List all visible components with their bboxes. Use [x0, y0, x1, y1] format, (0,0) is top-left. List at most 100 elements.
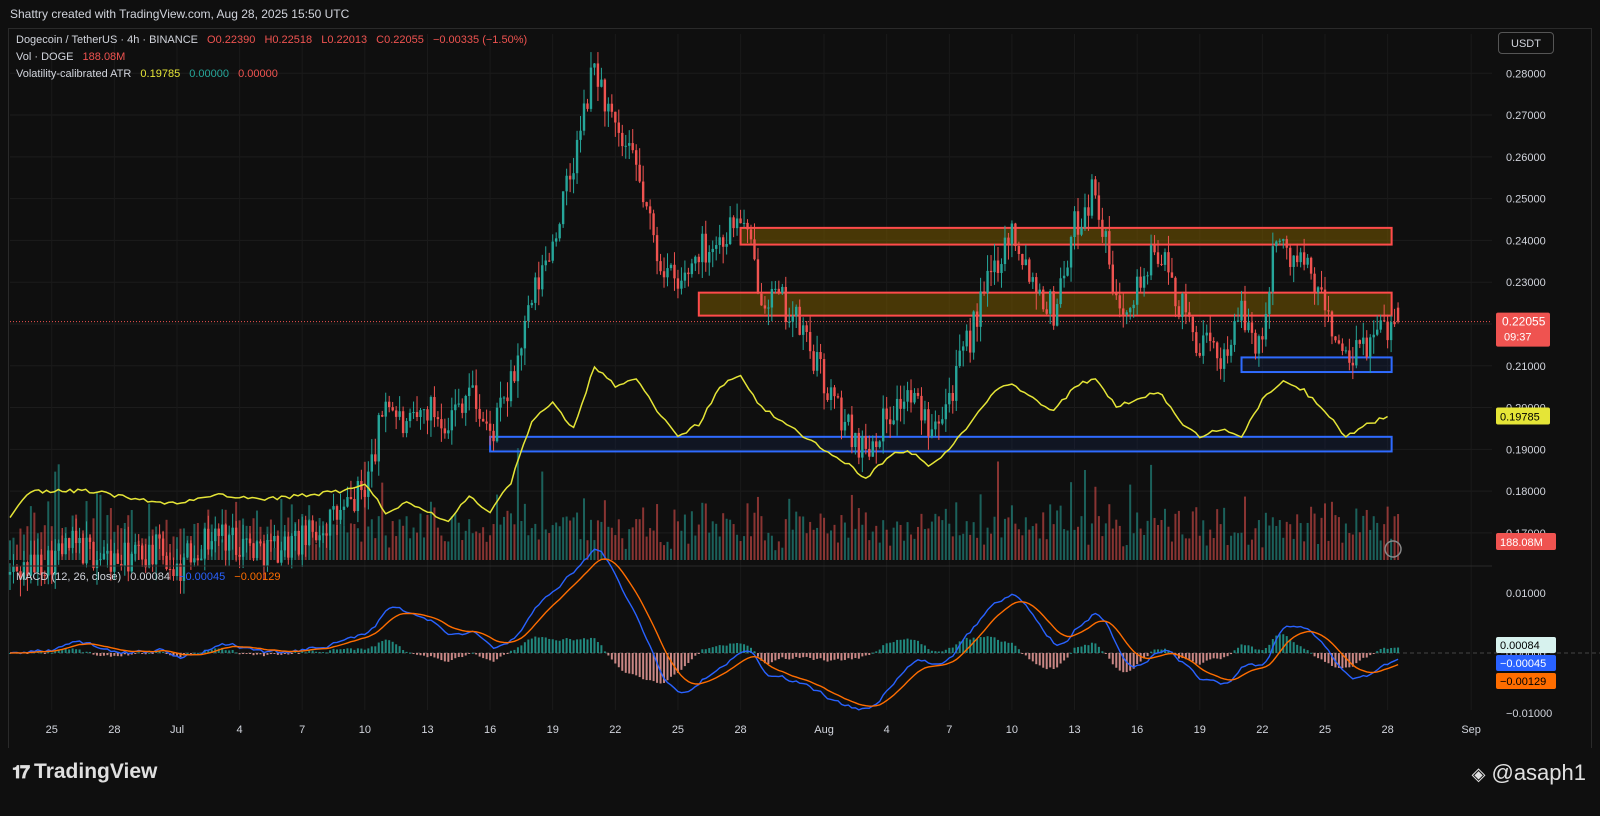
macd-histogram-bar — [920, 644, 923, 653]
candle-body — [321, 533, 325, 536]
volume-bar — [1344, 523, 1347, 560]
volume-bar — [951, 536, 954, 560]
macd-histogram-bar — [569, 638, 572, 653]
macd-histogram-bar — [1070, 652, 1073, 654]
currency-button[interactable]: USDT — [1498, 32, 1554, 54]
macd-histogram-bar — [1240, 644, 1243, 653]
chart-caption: Shattry created with TradingView.com, Au… — [10, 7, 350, 21]
macd-histogram-bar — [850, 653, 853, 660]
candle-body — [718, 237, 721, 246]
candle-body — [485, 421, 488, 424]
last-price-text: 0.22055 — [1502, 315, 1546, 329]
candle-body — [1393, 322, 1396, 325]
atr-value-badge-text: 0.19785 — [1500, 412, 1540, 424]
volume-bar — [683, 514, 686, 560]
volume-bar — [43, 525, 46, 560]
volume-legend[interactable]: Vol · DOGE 188.08M — [16, 51, 131, 63]
time-tick-label: 10 — [1006, 724, 1018, 736]
candle-body — [478, 408, 481, 419]
macd-legend[interactable]: MACD (12, 26, close) 0.00084 −0.00045 −0… — [16, 571, 286, 583]
volume-bar — [628, 529, 631, 560]
candle-body — [944, 404, 948, 420]
candle-body — [634, 150, 638, 165]
macd-histogram-bar — [687, 653, 690, 663]
volume-bar — [923, 529, 926, 560]
macd-histogram-bar — [1230, 653, 1233, 655]
time-tick-label: 28 — [734, 724, 746, 736]
macd-histogram-bar — [530, 638, 533, 653]
volume-bar — [1348, 533, 1351, 560]
volume-bar — [395, 536, 398, 560]
time-tick-label: 16 — [484, 724, 496, 736]
volume-bar — [1021, 535, 1024, 560]
candle-body — [1355, 340, 1358, 366]
candle-body — [958, 350, 961, 367]
macd-histogram-bar — [548, 638, 551, 653]
volume-bar — [1010, 505, 1013, 560]
candle-body — [1334, 336, 1337, 341]
macd-histogram-bar — [1393, 647, 1396, 653]
macd-histogram-bar — [826, 653, 829, 662]
volume-bar — [899, 524, 902, 560]
volume-bar — [910, 534, 913, 560]
candle-body — [67, 538, 71, 548]
volume-bar — [1056, 510, 1059, 560]
volume-bar — [1310, 506, 1313, 560]
candle-body — [676, 278, 680, 289]
macd-histogram-bar — [1035, 653, 1038, 665]
volume-bar — [256, 510, 258, 560]
volume-bar — [196, 523, 199, 560]
candle-body — [610, 103, 614, 112]
candle-body — [328, 509, 332, 536]
price-tick-label: 0.23000 — [1506, 277, 1546, 289]
candle-body — [812, 351, 815, 371]
tradingview-logo[interactable]: 𝟏𝟕 TradingView — [12, 760, 157, 784]
volume-bar — [409, 538, 412, 560]
symbol-legend[interactable]: Dogecoin / TetherUS · 4h · BINANCE O0.22… — [16, 34, 533, 46]
macd-histogram-bar — [830, 653, 833, 661]
volume-bar — [649, 528, 652, 560]
macd-histogram-bar — [360, 648, 363, 653]
candle-body — [259, 541, 262, 544]
macd-histogram-bar — [916, 640, 919, 653]
macd-histogram-bar — [266, 653, 269, 655]
candle-body — [735, 218, 739, 229]
candle-body — [548, 260, 551, 262]
volume-bar — [315, 544, 318, 560]
time-tick-label: 7 — [299, 724, 305, 736]
volume-bar — [1341, 542, 1344, 560]
volume-bar — [607, 526, 610, 560]
volume-bar — [509, 513, 512, 560]
candle-body — [582, 103, 586, 131]
macd-histogram-bar — [1376, 651, 1379, 653]
macd-histogram-bar — [628, 653, 631, 674]
volume-bar — [95, 493, 98, 560]
volume-bar — [1250, 539, 1253, 560]
macd-histogram-bar — [339, 649, 342, 653]
macd-histogram-bar — [750, 647, 752, 653]
macd-histogram-bar — [892, 642, 895, 653]
macd-histogram-bar — [642, 653, 645, 680]
candle-body — [1028, 259, 1031, 282]
volume-bar — [99, 494, 102, 560]
macd-histogram-bar — [148, 652, 151, 654]
volume-bar — [875, 525, 878, 560]
candle-body — [1066, 267, 1069, 276]
macd-histogram-bar — [391, 641, 394, 653]
candle-body — [325, 533, 328, 536]
volume-bar — [864, 512, 867, 560]
candle-body — [1285, 239, 1288, 248]
candle-body — [1135, 276, 1139, 305]
macd-histogram-bar — [638, 653, 641, 678]
atr-legend[interactable]: Volatility-calibrated ATR 0.19785 0.0000… — [16, 68, 284, 80]
candle-body — [979, 291, 982, 327]
candle-body — [401, 411, 405, 434]
volume-bar — [513, 524, 516, 560]
volume-bar — [339, 511, 342, 560]
candle-body — [1222, 349, 1226, 369]
macd-histogram-bar — [377, 642, 380, 653]
candle-body — [168, 569, 172, 571]
macd-histogram-bar — [791, 653, 794, 659]
candle-body — [426, 409, 429, 421]
